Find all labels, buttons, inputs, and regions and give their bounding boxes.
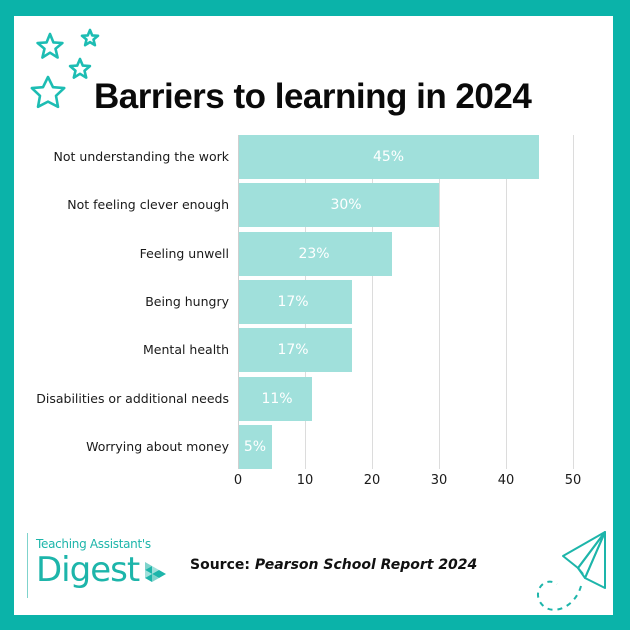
star-icon [30,75,66,109]
logo-line2: Digest [36,550,140,590]
source-name: Pearson School Report 2024 [254,557,478,573]
source-citation: Source: Pearson School Report 2024 [190,557,477,573]
star-icon [80,28,100,47]
bar-being-hungry: 17% [238,280,352,324]
bar-not-understanding: 45% [238,135,539,179]
bar-value-label: 11% [261,391,293,407]
x-tick: 30 [430,473,448,488]
bar-feeling-unwell: 23% [238,232,392,276]
bar-value-label: 17% [277,342,309,358]
star-icon [36,32,64,59]
category-label: Mental health [143,342,229,357]
bar-value-label: 30% [330,197,362,213]
teaching-assistants-digest-logo: Teaching Assistant's Digest [27,533,167,598]
bar-value-label: 45% [372,149,405,165]
category-label: Feeling unwell [139,246,229,261]
play-triangles-icon [145,562,167,582]
category-label: Not understanding the work [53,149,229,164]
bar-mental-health: 17% [238,328,352,372]
bar-value-label: 17% [277,294,309,310]
bar-worrying-money: 5% [238,425,272,469]
bar-disabilities: 11% [238,377,312,421]
category-label: Worrying about money [86,439,229,454]
gridline-20 [372,135,373,469]
paper-plane-icon [537,531,606,611]
gridline-30 [439,135,440,469]
category-label: Not feeling clever enough [67,197,229,212]
bar-not-clever: 30% [238,183,439,227]
bar-chart: Not understanding the work 45% Not feeli… [36,135,582,488]
bar-value-label: 23% [298,246,330,262]
bar-value-label: 5% [243,439,267,455]
x-tick: 40 [497,473,515,488]
x-tick: 0 [233,473,243,488]
x-tick: 20 [363,473,381,488]
gridline-50 [573,135,574,469]
category-label: Being hungry [145,294,229,309]
gridline-40 [506,135,507,469]
stars-decoration-icon [30,28,100,109]
star-icon [68,57,92,79]
logo-line1: Teaching Assistant's [36,537,151,551]
x-tick: 10 [296,473,314,488]
x-tick: 50 [564,473,582,488]
axis-zero-line [238,135,239,469]
chart-title: Barriers to learning in 2024 [94,77,532,116]
category-label: Disabilities or additional needs [36,391,229,406]
source-prefix: Source: [190,557,255,573]
